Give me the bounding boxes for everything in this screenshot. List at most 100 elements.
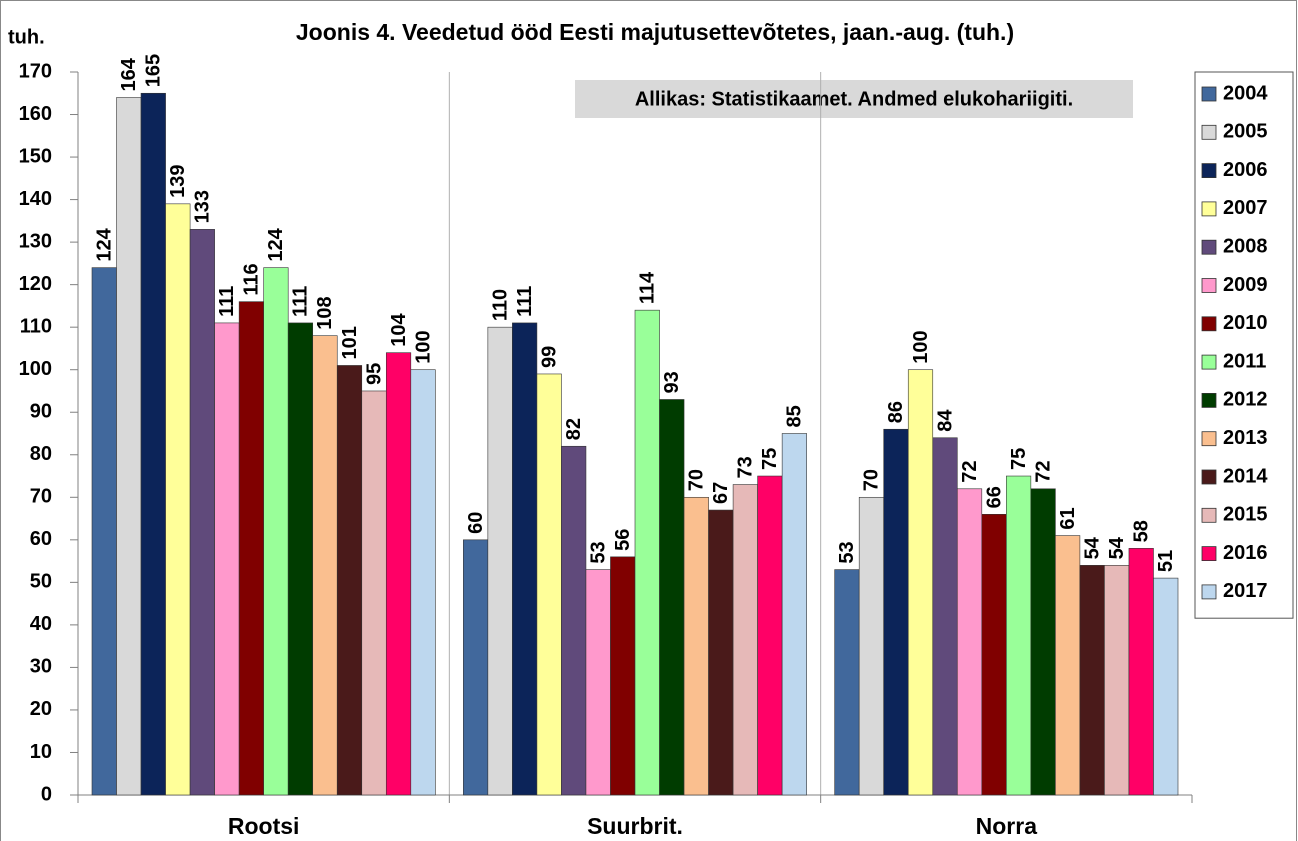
y-tick-label: 160 [19,103,52,125]
bar [781,433,807,796]
bar [91,267,117,796]
data-label: 116 [241,263,263,295]
y-tick-label: 150 [19,145,52,167]
legend-label: 2005 [1223,121,1268,143]
data-label: 72 [1032,461,1054,483]
bar [410,369,436,796]
bar [536,373,562,796]
bar [1055,535,1081,796]
legend-swatch [1201,584,1217,600]
legend-label: 2017 [1223,580,1268,602]
data-label: 54 [1106,536,1128,559]
bar [561,445,587,796]
bar [634,309,660,796]
bar [463,539,489,796]
bar [140,92,166,796]
legend-swatch [1201,354,1217,370]
data-label: 53 [587,541,609,563]
legend-label: 2006 [1223,159,1268,181]
legend-swatch [1201,201,1217,217]
legend-box [1194,71,1294,619]
data-label: 104 [388,312,410,346]
bar [659,399,685,796]
bar [683,496,709,796]
legend-label: 2007 [1223,197,1268,219]
data-label: 111 [216,286,238,317]
bar [1030,488,1056,796]
legend-swatch [1201,392,1217,408]
data-label: 110 [489,289,511,321]
annotation-box [575,80,1133,118]
data-label: 85 [784,405,806,427]
legend-swatch [1201,507,1217,523]
legend-label: 2014 [1223,465,1268,487]
bar [1079,565,1105,796]
x-tick-label: Norra [976,813,1038,839]
y-tick-label: 170 [19,60,52,82]
legend-label: 2013 [1223,427,1268,449]
bar [932,437,958,796]
bar [312,335,338,796]
data-label: 66 [983,486,1005,508]
bar [956,488,983,796]
bar [116,97,142,796]
chart-title: Joonis 4. Veedetud ööd Eesti majutusette… [296,19,1014,45]
legend-swatch [1201,86,1217,102]
bar [1104,565,1130,796]
data-label: 114 [637,271,659,304]
legend-swatch [1201,278,1217,293]
legend-swatch [1201,469,1217,485]
bar [287,322,314,796]
y-tick-label: 20 [30,698,52,720]
y-tick-label: 60 [30,528,52,550]
y-tick-label: 50 [30,571,52,593]
bar [189,229,215,796]
bar [732,484,758,796]
data-label: 100 [412,330,434,363]
bar [1128,548,1154,796]
bar [907,369,934,796]
y-tick-label: 120 [19,273,52,295]
legend-label: 2010 [1223,312,1268,334]
y-tick-label: 70 [30,486,52,508]
data-label: 133 [192,190,214,223]
data-label: 99 [538,346,560,368]
data-label: 111 [514,286,536,317]
bar [585,569,611,796]
y-tick-label: 40 [30,613,52,635]
annotation: Allikas: Statistikaamet. Andmed elukohar… [635,88,1073,110]
y-tick-label: 30 [30,656,52,678]
y-tick-label: 90 [30,401,52,423]
legend-swatch [1201,124,1217,140]
y-tick-label: 80 [30,443,52,465]
data-label: 100 [910,330,932,363]
bar [610,556,636,796]
bar [757,475,783,796]
y-tick-label: 110 [20,315,52,337]
data-label: 67 [710,482,732,504]
bar [263,267,289,796]
legend-label: 2011 [1223,350,1266,372]
data-label: 164 [118,57,140,91]
bar [708,509,734,796]
data-label: 58 [1130,520,1152,542]
legend-label: 2015 [1223,504,1268,526]
data-label: 56 [612,529,634,551]
bar [238,301,264,796]
data-label: 139 [167,164,189,197]
data-label: 86 [885,401,907,423]
data-label: 82 [563,418,585,440]
bar [1153,577,1179,796]
data-label: 51 [1155,550,1177,572]
data-label: 124 [265,227,287,261]
data-label: 84 [934,409,956,432]
data-label: 93 [661,371,683,393]
bar [336,365,363,796]
y-tick-label: 130 [19,230,52,252]
bar [214,322,240,796]
bar [883,428,909,796]
y-tick-label: 140 [19,188,52,210]
bar [487,326,513,796]
